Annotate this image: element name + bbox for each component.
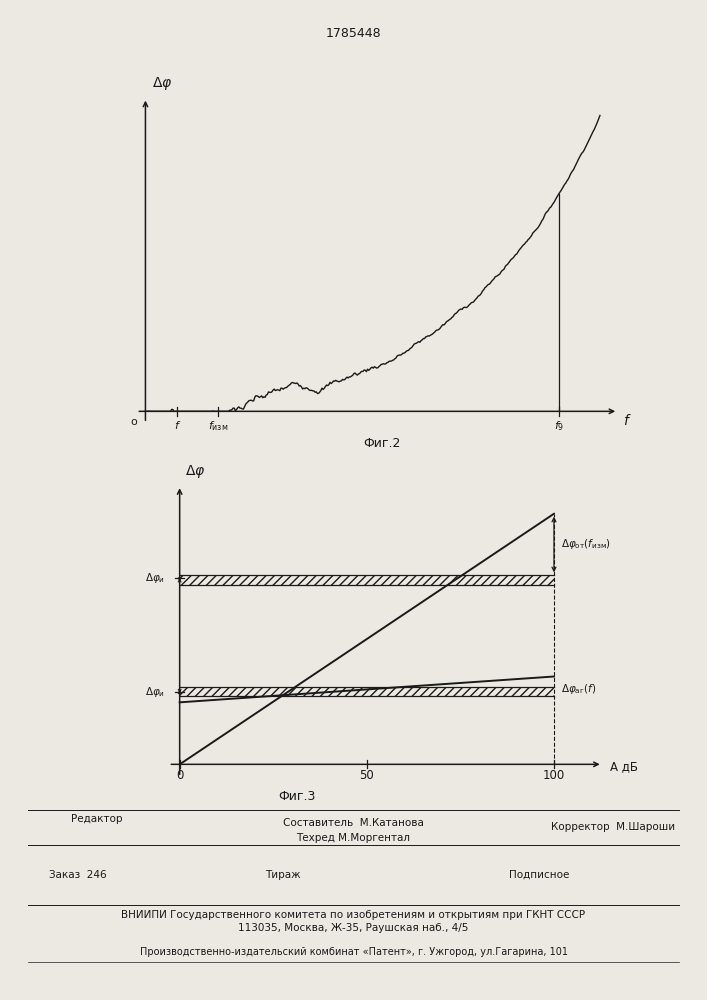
Text: Корректор  М.Шароши: Корректор М.Шароши (551, 822, 676, 832)
Text: Заказ  246: Заказ 246 (49, 870, 107, 880)
Text: $\Delta\varphi$: $\Delta\varphi$ (185, 463, 206, 480)
Text: 50: 50 (359, 769, 374, 782)
Text: $f$: $f$ (174, 419, 181, 431)
Text: $\Delta\varphi_{\rm и}$: $\Delta\varphi_{\rm и}$ (145, 685, 165, 699)
Text: $\Delta\varphi_{\rm от}(f_{\rm изм})$: $\Delta\varphi_{\rm от}(f_{\rm изм})$ (561, 537, 612, 551)
Text: ВНИИПИ Государственного комитета по изобретениям и открытиям при ГКНТ СССР: ВНИИПИ Государственного комитета по изоб… (122, 910, 585, 920)
Text: $f$: $f$ (623, 413, 631, 428)
Text: Фиг.3: Фиг.3 (279, 790, 315, 803)
Text: 113035, Москва, Ж-35, Раушская наб., 4/5: 113035, Москва, Ж-35, Раушская наб., 4/5 (238, 923, 469, 933)
Text: $\Delta\varphi_{\rm аг}(f)$: $\Delta\varphi_{\rm аг}(f)$ (561, 682, 597, 696)
Text: Составитель  М.Катанова: Составитель М.Катанова (283, 818, 424, 828)
Text: Редактор: Редактор (71, 814, 122, 824)
Text: 0: 0 (176, 769, 183, 782)
Text: Тираж: Тираж (265, 870, 300, 880)
Text: $\Delta\varphi$: $\Delta\varphi$ (152, 75, 173, 92)
Text: Техред М.Моргентал: Техред М.Моргентал (296, 833, 411, 843)
Text: $f_{\rm изм}$: $f_{\rm изм}$ (208, 419, 228, 433)
Text: Производственно-издательский комбинат «Патент», г. Ужгород, ул.Гагарина, 101: Производственно-издательский комбинат «П… (139, 947, 568, 957)
Text: 100: 100 (543, 769, 565, 782)
Text: A дБ: A дБ (610, 760, 638, 773)
Text: 1785448: 1785448 (326, 27, 381, 40)
Text: Фиг.2: Фиг.2 (363, 437, 400, 450)
Text: $\Delta\varphi_{\rm и}$: $\Delta\varphi_{\rm и}$ (145, 571, 165, 585)
Text: $f_9$: $f_9$ (554, 419, 564, 433)
Text: o: o (131, 417, 137, 427)
Text: Подписное: Подписное (509, 870, 569, 880)
